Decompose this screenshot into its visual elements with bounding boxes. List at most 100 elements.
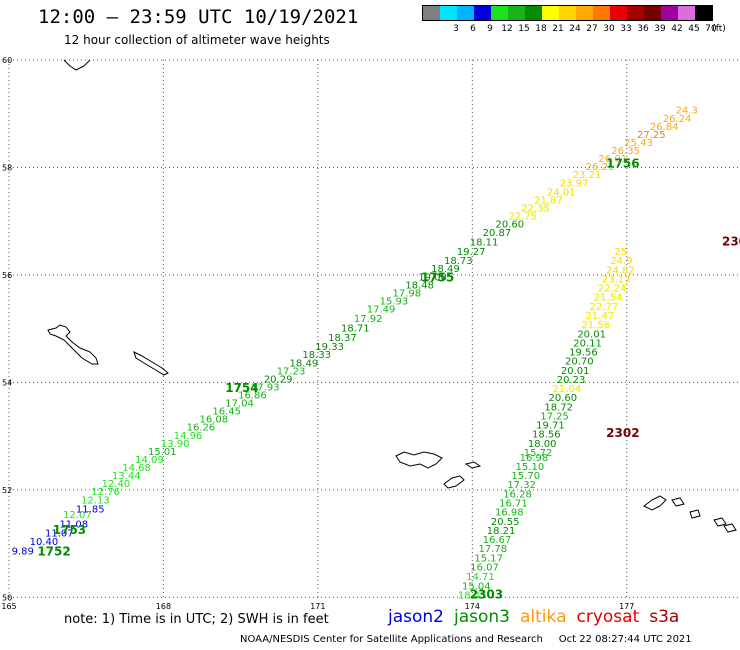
lat-label: 58: [2, 163, 12, 172]
wave-height-value: 12.76: [91, 487, 120, 498]
wave-height-value: 16.67: [483, 535, 512, 546]
wave-height-value: 26.21: [586, 162, 615, 173]
wave-height-value: 20.11: [573, 338, 602, 349]
wave-height-value: 25.43: [624, 138, 653, 149]
wave-height-value: 18.33: [302, 350, 331, 361]
legend-swatch: [491, 6, 508, 20]
wave-height-value: 19.56: [569, 348, 598, 359]
legend-label: 12: [501, 24, 513, 34]
wave-height-value: 18.11: [470, 237, 499, 248]
island-kiska: [395, 451, 443, 469]
axis-labels: 165 168 171 174 177 60 58 56 54 52 50: [1, 56, 634, 611]
wave-height-value: 17.04: [225, 399, 254, 410]
wave-height-value: 24.3: [676, 106, 698, 117]
wave-height-value: 20.23: [557, 375, 586, 386]
wave-height-value: 16.86: [238, 391, 267, 402]
island-small-1: [464, 461, 482, 469]
wave-height-value: 20.55: [491, 517, 520, 528]
island-adak: [643, 495, 667, 511]
legend-label: 30: [603, 24, 615, 34]
legend-label: 21: [552, 24, 564, 34]
legend-swatch: [440, 6, 457, 20]
credit-line: NOAA/NESDIS Center for Satellite Applica…: [240, 634, 692, 645]
satellite-s3a: s3a: [649, 607, 680, 627]
lat-label: 52: [2, 486, 12, 495]
wave-height-value: 20.01: [577, 329, 606, 340]
map-title: 12:00 – 23:59 UTC 10/19/2021: [38, 6, 359, 28]
wave-height-value: 20.60: [548, 393, 577, 404]
wave-height-value: 14.71: [466, 572, 495, 583]
wave-height-value: 18.37: [328, 333, 357, 344]
wave-height-value: 18.48: [405, 280, 434, 291]
wave-height-value: 17.49: [367, 305, 396, 316]
track-time-label: 1752: [37, 544, 70, 558]
wave-height-value: 14.68: [122, 463, 151, 474]
wave-height-value: 17.23: [277, 366, 306, 377]
wave-height-value: 13.90: [161, 439, 190, 450]
satellite-altika: altika: [520, 607, 567, 627]
wave-height-value: 13.44: [112, 471, 141, 482]
wave-height-value: 14.96: [174, 431, 203, 442]
wave-height-value: 17.93: [251, 382, 280, 393]
wave-height-value: 15.72: [524, 448, 553, 459]
wave-height-value: 27.25: [637, 130, 666, 141]
wave-height-value: 21.54: [594, 293, 623, 304]
lat-label: 60: [2, 56, 12, 65]
wave-height-value: 18.72: [544, 402, 573, 413]
coast-kamchatka: [63, 59, 91, 71]
wave-height-value: 16.08: [199, 415, 228, 426]
legend-swatch: [542, 6, 559, 20]
lon-label: 177: [619, 602, 634, 611]
wave-height-value: 21.87: [534, 195, 563, 206]
island-medny: [133, 351, 169, 376]
wave-height-value: 24.82: [606, 265, 635, 276]
wave-height-value: 18.21: [487, 526, 516, 537]
wave-height-value: 23.21: [573, 170, 602, 181]
legend-swatch: [508, 6, 525, 20]
wave-height-value: 15.93: [380, 296, 409, 307]
wave-height-value: 15.70: [511, 471, 540, 482]
wave-height-value: 18.49: [431, 264, 460, 275]
legend-swatch: [576, 6, 593, 20]
wave-height-value: 18.56: [532, 430, 561, 441]
lat-label: 54: [2, 378, 12, 387]
footnote: note: 1) Time is in UTC; 2) SWH is in fe…: [64, 612, 329, 627]
lon-label: 168: [156, 602, 171, 611]
track-time-label: 1754: [225, 381, 258, 395]
island-small-2: [671, 497, 685, 507]
legend-label: 18: [535, 24, 547, 34]
lon-label: 171: [310, 602, 325, 611]
wave-height-value: 15.04: [462, 581, 491, 592]
legend-swatch: [695, 6, 712, 20]
wave-height-tracks: 9.8910.4011.0711.0812.0711.8512.1312.761…: [12, 106, 740, 602]
wave-height-value: 20.01: [561, 366, 590, 377]
wave-height-value: 20.87: [483, 228, 512, 239]
legend-swatch: [678, 6, 695, 20]
wave-height-value: 23.13: [602, 274, 631, 285]
legend-unit: (ft): [712, 24, 726, 34]
map-subtitle: 12 hour collection of altimeter wave hei…: [64, 33, 330, 47]
wave-height-value: 12.40: [102, 479, 131, 490]
wave-height-value: 24.9: [610, 256, 632, 267]
island-bering: [47, 324, 99, 365]
wave-height-value: 19.00: [418, 272, 447, 283]
legend-label: 9: [487, 24, 493, 34]
wave-height-value: 26.35: [611, 146, 640, 157]
satellite-cryosat: cryosat: [576, 607, 640, 627]
legend-label: 33: [620, 24, 632, 34]
wave-height-value: 19.71: [536, 421, 565, 432]
wave-height-value: 15.17: [474, 553, 503, 564]
wave-height-value: 15.01: [148, 447, 177, 458]
color-legend: 3 6 9 12 15 18 21 24 27 30 33 36 39 42 45 70 (ft): [422, 5, 726, 35]
wave-height-value: 20.60: [495, 220, 524, 231]
wave-height-value: 26.84: [650, 122, 679, 133]
wave-height-value: 22.77: [590, 302, 619, 313]
legend-swatch: [610, 6, 627, 20]
legend-label: 3: [453, 24, 459, 34]
wave-height-value: 12.13: [81, 495, 110, 506]
wave-height-value: 17.78: [478, 544, 507, 555]
wave-height-value: 21.56: [581, 320, 610, 331]
wave-height-value: 20.29: [264, 374, 293, 385]
legend-swatch: [559, 6, 576, 20]
